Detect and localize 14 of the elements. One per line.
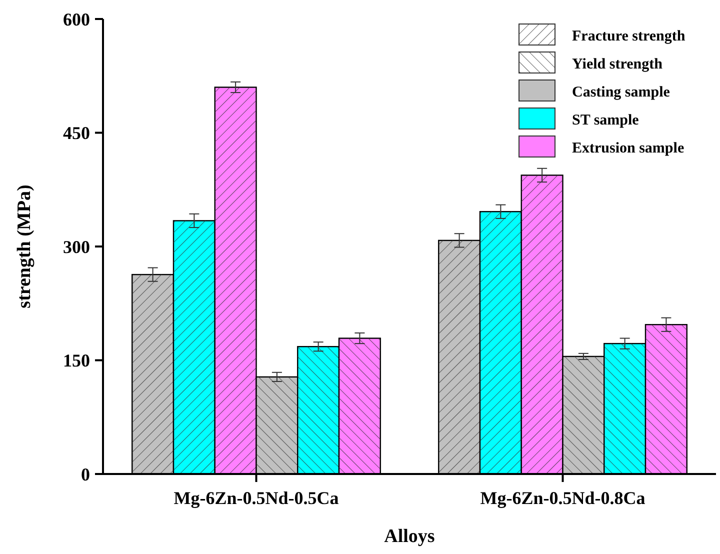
legend-label: ST sample bbox=[572, 112, 640, 128]
legend-label: Casting sample bbox=[572, 84, 670, 100]
annotation: Fracture strength bbox=[572, 28, 686, 44]
annotation: Yield strength bbox=[572, 56, 664, 72]
x-tick-label: Mg-6Zn-0.5Nd-0.8Ca bbox=[480, 488, 646, 508]
legend-label: Extrusion sample bbox=[572, 140, 684, 156]
y-axis-title: strength (MPa) bbox=[14, 184, 35, 308]
y-tick-label: 600 bbox=[63, 9, 90, 30]
y-tick-label: 150 bbox=[63, 350, 90, 371]
y-tick-label: 300 bbox=[63, 236, 90, 257]
y-tick-label: 450 bbox=[63, 123, 90, 144]
x-axis-title: Alloys bbox=[384, 526, 435, 547]
y-tick-label: 0 bbox=[81, 464, 90, 484]
x-tick-label: Mg-6Zn-0.5Nd-0.5Ca bbox=[174, 488, 339, 508]
